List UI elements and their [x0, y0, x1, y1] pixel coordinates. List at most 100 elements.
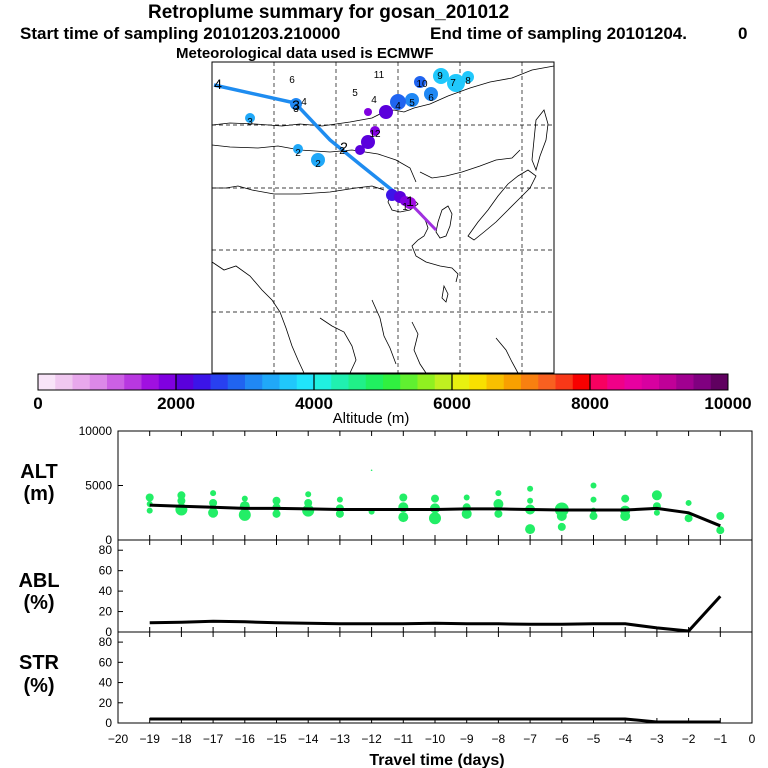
series-line-str [149, 717, 721, 724]
colorbar-segment [710, 374, 729, 390]
colorbar-segment [55, 374, 73, 390]
cluster-label: 3 [247, 117, 253, 128]
trajectory-label: 4 [214, 76, 222, 92]
x-tick-label: −14 [298, 732, 319, 746]
x-tick-label: −4 [618, 732, 632, 746]
x-tick-label: −6 [555, 732, 569, 746]
y-tick-label: 10000 [79, 424, 113, 438]
y-tick-label: 80 [99, 635, 113, 649]
cluster-label: 3 [293, 104, 299, 115]
alt-point [556, 511, 567, 522]
cluster-dot [405, 93, 419, 107]
cluster-dot [400, 196, 410, 206]
colorbar-segment [400, 374, 418, 390]
x-tick-label: −8 [492, 732, 506, 746]
alt-point [527, 485, 534, 492]
met-data-source: Meteorological data used is ECMWF [176, 45, 434, 62]
colorbar-segment [434, 374, 453, 390]
alt-point-tiny [370, 469, 373, 472]
altitude-colorbar: 0 2000 4000 6000 8000 10000 [33, 373, 752, 413]
alt-point [210, 490, 217, 497]
cluster-dot [379, 105, 393, 119]
cluster-label: 9 [437, 71, 443, 82]
alt-point [177, 496, 186, 505]
cluster-label: 5 [352, 88, 358, 99]
alt-point [145, 493, 154, 502]
colorbar-segment [158, 374, 177, 390]
alt-point [716, 512, 725, 521]
alt-point [685, 499, 692, 506]
alt-point [238, 508, 251, 521]
colorbar-segment [693, 374, 712, 390]
colorbar-segment [452, 374, 470, 390]
colorbar-tick-label: 8000 [571, 394, 609, 413]
panel-ylabel: STR [19, 652, 60, 674]
trajectory-labels: 12 3 4 [214, 76, 414, 209]
alt-point [302, 504, 315, 517]
cluster-label: 12 [369, 129, 381, 140]
y-tick-label: 60 [99, 564, 113, 578]
y-tick-label: 60 [99, 655, 113, 669]
alt-point [429, 512, 441, 525]
colorbar-segment [641, 374, 660, 390]
alt-point [241, 495, 248, 502]
panel-frame [117, 631, 753, 724]
alt-point [461, 508, 472, 519]
alt-point [272, 509, 281, 518]
cluster-label: 11 [374, 70, 385, 81]
cluster-dot [462, 71, 474, 83]
x-tick-label: −16 [235, 732, 256, 746]
cluster-dot [355, 145, 365, 155]
colorbar-segment [38, 374, 56, 390]
x-tick-label: −7 [523, 732, 537, 746]
colorbar-segment [486, 374, 505, 390]
colorbar-tick-label: 10000 [704, 394, 751, 413]
x-tick-label: −2 [682, 732, 696, 746]
x-axis-label: Travel time (days) [369, 752, 504, 768]
alt-point [527, 497, 534, 504]
alt-point [620, 511, 631, 522]
x-tick-label: −18 [171, 732, 192, 746]
cluster-dot [290, 98, 302, 110]
colorbar-segment [417, 374, 436, 390]
cluster-label: 5 [409, 98, 415, 109]
cluster-dot [364, 108, 372, 116]
y-tick-label: 80 [99, 543, 113, 557]
cluster-dot [361, 135, 375, 149]
panel-frame [117, 539, 753, 633]
panel-ylabel: ALT [20, 461, 57, 483]
x-tick-label: −19 [140, 732, 161, 746]
alt-point [557, 522, 566, 531]
series-line-abl [149, 595, 722, 633]
colorbar-segment [227, 374, 246, 390]
colorbar-segment [348, 374, 367, 390]
series-line-alt [149, 503, 721, 528]
sampling-end-time: End time of sampling 20101204. [430, 24, 687, 43]
alt-point [653, 509, 660, 516]
cluster-label: 2 [295, 148, 301, 159]
x-tick-label: −20 [108, 732, 129, 746]
cluster-label: 2 [315, 159, 321, 170]
y-tick-label: 20 [99, 605, 113, 619]
cluster-dot [424, 87, 438, 101]
colorbar-segment [210, 374, 229, 390]
cluster-dot [414, 76, 426, 88]
colorbar-segment [89, 374, 108, 390]
alt-point [336, 496, 343, 503]
colorbar-segment [176, 374, 194, 390]
cluster-label: 4 [395, 101, 401, 112]
alt-point [589, 512, 598, 521]
alt-point [716, 526, 725, 535]
colorbar-segment [383, 374, 401, 390]
trajectory-line-recent [408, 201, 438, 232]
cluster-label: 1 [402, 202, 408, 213]
alt-point [431, 494, 439, 503]
alt-point [525, 524, 536, 535]
colorbar-segment [262, 374, 280, 390]
alt-point [398, 512, 409, 523]
colorbar-segment [503, 374, 522, 390]
colorbar-segment [296, 374, 315, 390]
cluster-dot [447, 74, 465, 92]
y-tick-label: 0 [105, 533, 112, 547]
colorbar-segment [141, 374, 160, 390]
